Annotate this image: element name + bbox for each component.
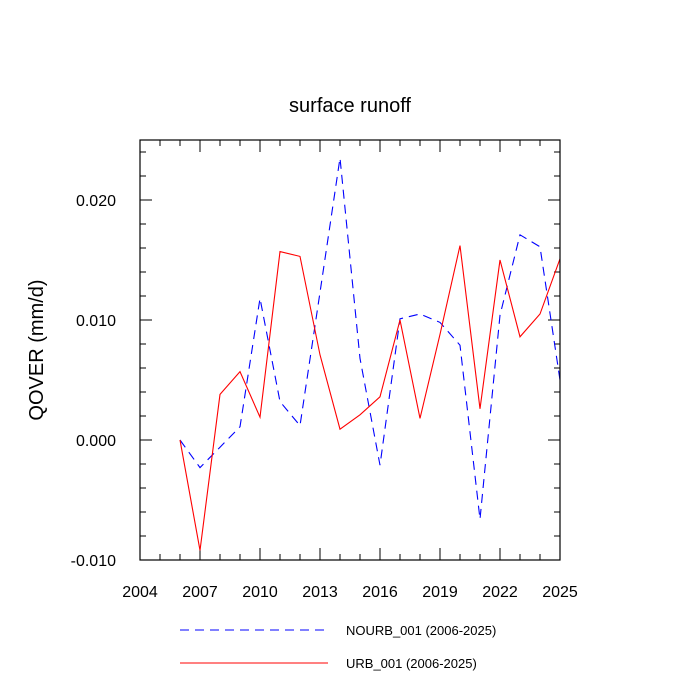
y-tick-label: 0.010: [76, 313, 116, 330]
x-tick-label: 2016: [362, 584, 398, 601]
x-tick-label: 2010: [242, 584, 278, 601]
x-tick-label: 2004: [122, 584, 158, 601]
x-tick-label: 2013: [302, 584, 338, 601]
series-line-nourb: [179, 157, 561, 520]
legend-label: URB_001 (2006-2025): [346, 656, 477, 671]
legend-label: NOURB_001 (2006-2025): [346, 623, 496, 638]
x-tick-label: 2007: [182, 584, 218, 601]
y-axis-label: QOVER (mm/d): [26, 279, 48, 420]
plot-frame: [139, 139, 561, 561]
x-tick-label: 2019: [422, 584, 458, 601]
legend: NOURB_001 (2006-2025) URB_001 (2006-2025): [180, 623, 496, 671]
series-line-urb: [179, 245, 561, 551]
tick-labels: 2004 2007 2010 2013 2016 2019 2022 2025 -0.010 0.…: [71, 193, 578, 601]
y-tick-label: -0.010: [71, 553, 116, 570]
x-tick-label: 2022: [482, 584, 518, 601]
chart-title: surface runoff: [289, 95, 411, 117]
x-tick-label: 2025: [542, 584, 578, 601]
y-tick-label: 0.020: [76, 193, 116, 210]
series-layer: [179, 157, 561, 551]
y-tick-label: 0.000: [76, 433, 116, 450]
axis-ticks: [139, 140, 561, 561]
